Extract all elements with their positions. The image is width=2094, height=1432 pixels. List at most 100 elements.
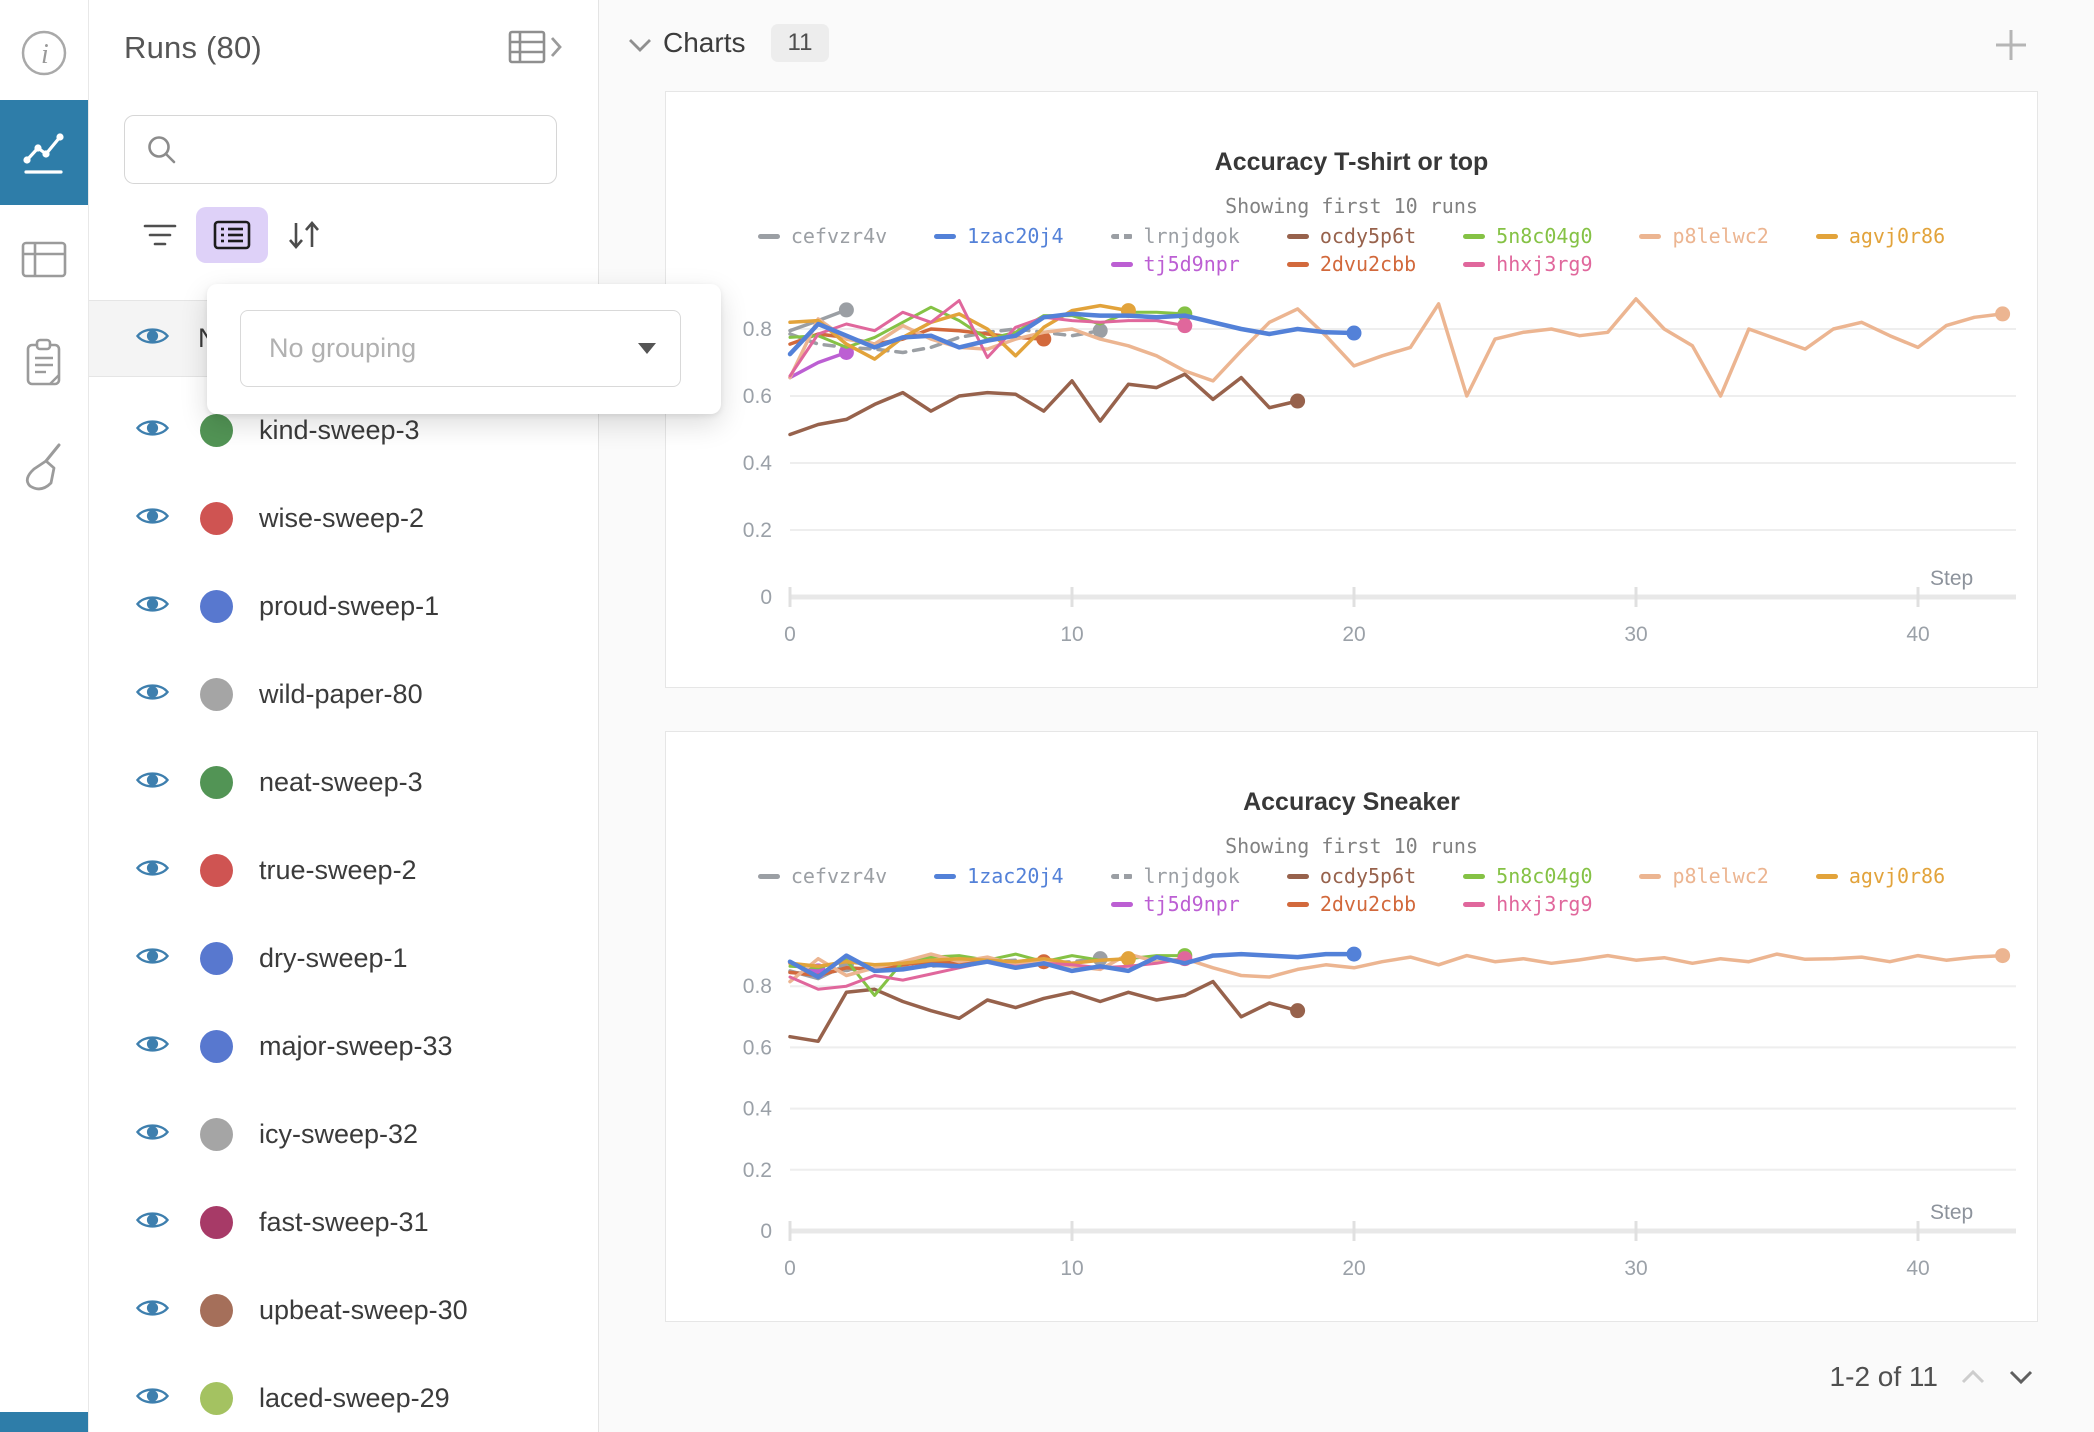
legend-item[interactable]: hhxj3rg9 xyxy=(1463,250,1592,278)
visibility-eye-icon[interactable] xyxy=(135,591,170,622)
legend-item[interactable]: 2dvu2cbb xyxy=(1286,250,1417,278)
legend-item[interactable]: tj5d9npr xyxy=(1110,250,1240,278)
legend-item[interactable]: ocdy5p6t xyxy=(1286,862,1416,890)
legend-color-dash xyxy=(1110,873,1133,879)
legend-item[interactable]: tj5d9npr xyxy=(1110,890,1240,918)
run-row[interactable]: neat-sweep-3 xyxy=(89,738,598,826)
legend-item[interactable]: 5n8c04g0 xyxy=(1463,862,1592,890)
chart-panel[interactable]: Accuracy T-shirt or top Showing first 10… xyxy=(665,91,2038,688)
visibility-eye-icon[interactable] xyxy=(135,1295,170,1326)
info-icon[interactable]: i xyxy=(0,26,88,80)
run-row[interactable]: dry-sweep-1 xyxy=(89,914,598,1002)
eye-icon xyxy=(135,683,170,700)
grouping-select[interactable]: No grouping xyxy=(240,310,681,387)
search-input[interactable] xyxy=(193,118,542,181)
svg-text:0.8: 0.8 xyxy=(743,975,772,998)
visibility-eye-icon[interactable] xyxy=(135,943,170,974)
legend-run-id: agvj0r86 xyxy=(1848,224,1946,248)
legend-color-dash xyxy=(1110,901,1133,907)
svg-text:0: 0 xyxy=(760,1220,772,1243)
legend-item[interactable]: agvj0r86 xyxy=(1815,862,1945,890)
legend-run-id: p8lelwc2 xyxy=(1672,864,1769,888)
svg-text:0.4: 0.4 xyxy=(743,452,773,475)
run-row[interactable]: proud-sweep-1 xyxy=(89,562,598,650)
visibility-eye-icon[interactable] xyxy=(135,855,170,886)
legend-run-id: lrnjdgok xyxy=(1143,864,1240,888)
notes-tab[interactable] xyxy=(0,338,88,388)
chart-panel[interactable]: Accuracy Sneaker Showing first 10 runs c… xyxy=(665,731,2038,1322)
legend-run-id: tj5d9npr xyxy=(1143,252,1240,276)
legend-item[interactable]: cefvzr4v xyxy=(757,222,887,250)
run-row[interactable]: true-sweep-2 xyxy=(89,826,598,914)
sweeps-tab[interactable] xyxy=(0,438,88,496)
visibility-eye-icon[interactable] xyxy=(135,679,170,710)
visibility-eye-icon[interactable] xyxy=(135,1031,170,1062)
section-collapse-button[interactable] xyxy=(627,36,653,59)
run-color-dot xyxy=(200,589,233,623)
run-row[interactable]: upbeat-sweep-30 xyxy=(89,1266,598,1354)
line-chart-icon xyxy=(23,132,64,174)
run-row[interactable]: laced-sweep-29 xyxy=(89,1354,598,1432)
legend-item[interactable]: hhxj3rg9 xyxy=(1463,890,1592,918)
svg-text:40: 40 xyxy=(1906,623,1929,646)
legend-item[interactable]: ocdy5p6t xyxy=(1286,222,1417,250)
legend-item[interactable]: lrnjdgok xyxy=(1110,222,1240,250)
visibility-eye-icon[interactable] xyxy=(135,767,170,798)
eye-icon xyxy=(135,771,170,788)
pagination-prev-button[interactable] xyxy=(1960,1368,1986,1386)
visibility-eye-icon[interactable] xyxy=(135,1119,170,1150)
section-title: Charts xyxy=(663,27,746,58)
visibility-eye-icon[interactable] xyxy=(135,503,170,534)
run-name: true-sweep-2 xyxy=(259,854,417,885)
run-name: major-sweep-33 xyxy=(259,1030,453,1061)
expand-runs-table-button[interactable] xyxy=(508,30,564,66)
run-color-dot xyxy=(200,853,233,887)
legend-color-dash xyxy=(1286,233,1309,239)
run-name: upbeat-sweep-30 xyxy=(259,1294,468,1325)
broom-icon xyxy=(25,443,61,491)
legend-color-dash xyxy=(1110,233,1133,239)
plus-icon xyxy=(1996,30,2026,60)
eye-icon xyxy=(135,595,170,612)
svg-text:i: i xyxy=(41,39,49,70)
legend-item[interactable]: lrnjdgok xyxy=(1110,862,1240,890)
run-row[interactable]: icy-sweep-32 xyxy=(89,1090,598,1178)
legend-item[interactable]: agvj0r86 xyxy=(1815,222,1946,250)
group-button-active[interactable] xyxy=(196,207,268,263)
legend-run-id: ocdy5p6t xyxy=(1319,224,1417,248)
svg-text:30: 30 xyxy=(1624,623,1647,646)
run-row[interactable]: wild-paper-80 xyxy=(89,650,598,738)
legend-item[interactable]: 1zac20j4 xyxy=(934,222,1064,250)
sort-button[interactable] xyxy=(268,207,340,263)
run-row[interactable]: kind-sweep-3 xyxy=(89,386,598,474)
add-panel-button[interactable] xyxy=(1992,26,2030,69)
charts-workspace-tab-active[interactable] xyxy=(0,100,88,205)
legend-item[interactable]: 2dvu2cbb xyxy=(1286,890,1417,918)
visibility-eye-icon[interactable] xyxy=(135,415,170,446)
legend-run-id: 2dvu2cbb xyxy=(1319,252,1417,276)
run-name: dry-sweep-1 xyxy=(259,942,408,973)
legend-run-id: 2dvu2cbb xyxy=(1319,892,1417,916)
legend-item[interactable]: cefvzr4v xyxy=(757,862,887,890)
legend-run-id: 5n8c04g0 xyxy=(1496,224,1593,248)
run-name: wild-paper-80 xyxy=(259,678,423,709)
visibility-eye-icon[interactable] xyxy=(135,323,170,354)
legend-item[interactable]: 5n8c04g0 xyxy=(1463,222,1592,250)
legend-item[interactable]: p8lelwc2 xyxy=(1639,862,1769,890)
line-plot: 0 10 20 30 40 0 0.2 0.4 0.6 0.8 Step xyxy=(743,297,2016,646)
runs-table-tab[interactable] xyxy=(0,238,88,282)
pagination-next-button[interactable] xyxy=(2008,1368,2034,1386)
visibility-eye-icon[interactable] xyxy=(135,1207,170,1238)
run-row[interactable]: wise-sweep-2 xyxy=(89,474,598,562)
legend-item[interactable]: 1zac20j4 xyxy=(934,862,1064,890)
legend-color-dash xyxy=(757,233,780,239)
visibility-eye-icon[interactable] xyxy=(135,1383,170,1414)
run-name: neat-sweep-3 xyxy=(259,766,423,797)
filter-button[interactable] xyxy=(124,207,196,263)
svg-text:0: 0 xyxy=(760,586,772,609)
svg-text:0.2: 0.2 xyxy=(743,519,772,542)
legend-color-dash xyxy=(757,873,780,879)
legend-item[interactable]: p8lelwc2 xyxy=(1639,222,1769,250)
run-row[interactable]: major-sweep-33 xyxy=(89,1002,598,1090)
run-row[interactable]: fast-sweep-31 xyxy=(89,1178,598,1266)
